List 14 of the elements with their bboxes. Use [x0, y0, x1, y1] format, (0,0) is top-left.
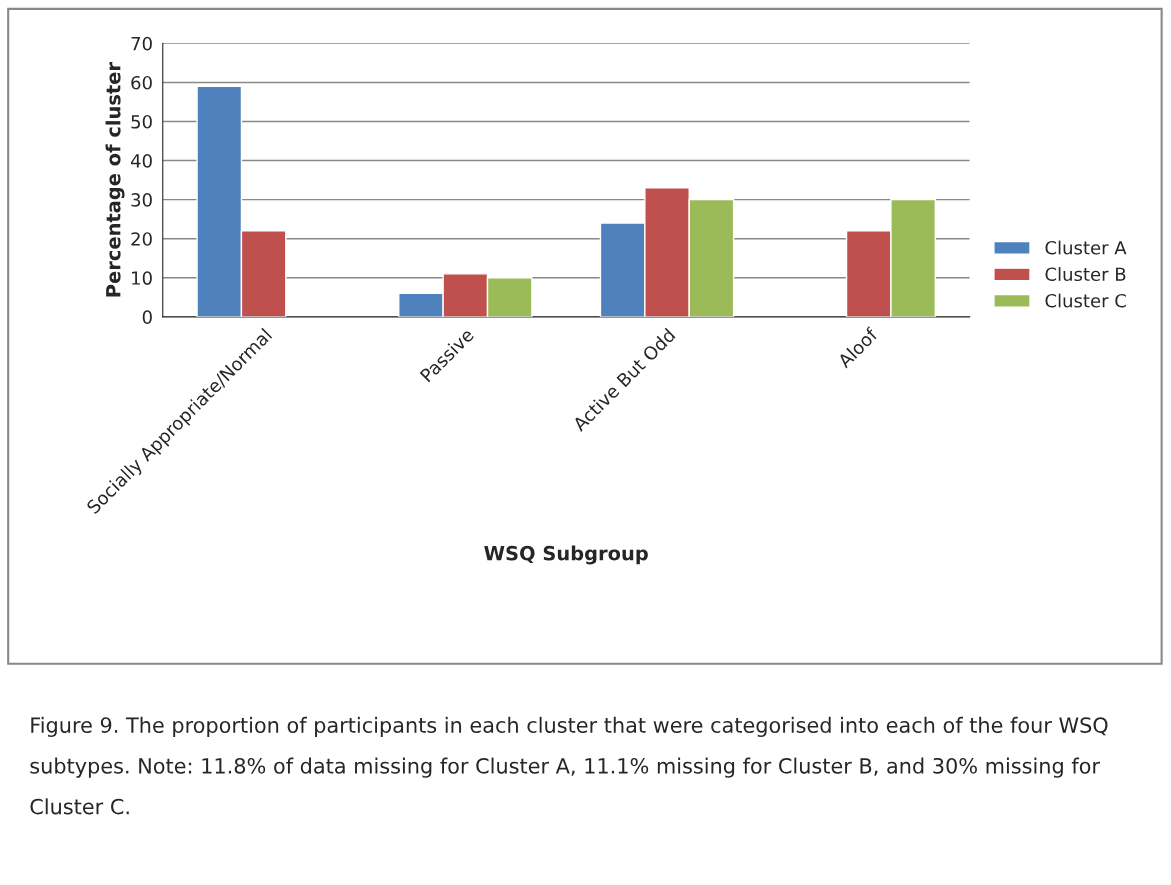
- y-tick-label: 60: [131, 75, 152, 90]
- legend-label: Cluster A: [1045, 240, 1127, 255]
- legend-label: Cluster B: [1045, 267, 1126, 282]
- y-tick-label: 50: [131, 114, 152, 129]
- y-axis-title: Percentage of cluster: [105, 62, 125, 297]
- y-tick-label: 10: [132, 271, 152, 285]
- y-tick-label: 30: [131, 193, 152, 207]
- y-tick-label: 70: [131, 36, 152, 51]
- legend-label: Cluster C: [1045, 293, 1126, 308]
- y-tick-label: 20: [131, 232, 152, 246]
- y-tick-label: 40: [130, 154, 152, 168]
- caption: Figure 9. The proportion of participants in each cluster that were categorised into each of the four WSQ subtypes. Note: 11.8% of data missing for Cluster A, 11.1% missing for Cluster B, and 30% missing for Cluster C.: [30, 716, 1108, 815]
- y-tick-label: 0: [142, 310, 152, 324]
- x-axis-title: WSQ Subgroup: [484, 545, 648, 565]
